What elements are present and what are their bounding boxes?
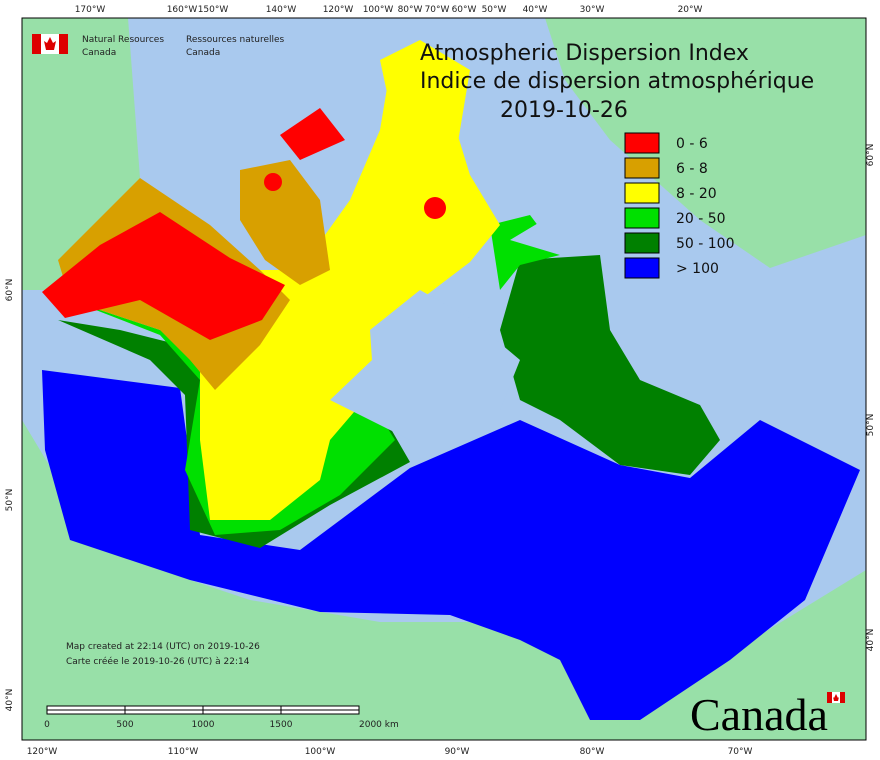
graticule-labels: 170°W 160°W 150°W 140°W 120°W 100°W 80°W 70°W 60… bbox=[5, 5, 876, 757]
legend-swatch bbox=[624, 157, 660, 179]
scale-label: 1000 bbox=[192, 720, 215, 730]
longitude-label: 50°W bbox=[482, 5, 507, 15]
longitude-label: 20°W bbox=[678, 5, 703, 15]
latitude-label: 40°N bbox=[5, 689, 15, 712]
agency-logo: Natural Resources Canada Ressources natu… bbox=[32, 34, 285, 58]
longitude-label: 80°W bbox=[398, 5, 423, 15]
wordmark-text: Canada bbox=[690, 689, 828, 740]
legend-swatch bbox=[624, 132, 660, 154]
agency-en: Canada bbox=[82, 48, 116, 58]
longitude-label: 90°W bbox=[445, 747, 470, 757]
longitude-label: 120°W bbox=[27, 747, 58, 757]
latitude-label: 50°N bbox=[866, 414, 876, 437]
legend-swatch bbox=[624, 207, 660, 229]
footer: Carte créée le 2019-10-26 (UTC) à 22:14 bbox=[66, 656, 250, 667]
legend-label: 0 - 6 bbox=[676, 136, 708, 152]
longitude-label: 70°W bbox=[728, 747, 753, 757]
agency-fr: Canada bbox=[186, 48, 220, 58]
longitude-label: 30°W bbox=[580, 5, 605, 15]
legend: 0 - 6 6 - 8 8 - 20 20 - 50 50 - 100 > 100 bbox=[624, 132, 735, 279]
legend-label: > 100 bbox=[676, 261, 719, 277]
wordmark: Canada bbox=[690, 689, 845, 740]
longitude-label: 70°W bbox=[425, 5, 450, 15]
longitude-label: 100°W bbox=[363, 5, 394, 15]
latitude-label: 60°N bbox=[866, 144, 876, 167]
longitude-label: 80°W bbox=[580, 747, 605, 757]
title-fr: Indice de dispersion atmosphérique bbox=[420, 69, 814, 94]
legend-label: 20 - 50 bbox=[676, 211, 726, 227]
scale-label: 500 bbox=[116, 720, 133, 730]
scale-label: 1500 bbox=[270, 720, 293, 730]
title-date: 2019-10-26 bbox=[500, 98, 628, 123]
longitude-label: 160°W bbox=[167, 5, 198, 15]
longitude-label: 150°W bbox=[198, 5, 229, 15]
legend-label: 6 - 8 bbox=[676, 161, 708, 177]
latitude-label: 60°N bbox=[5, 279, 15, 302]
longitude-label: 100°W bbox=[305, 747, 336, 757]
footer: Map created at 22:14 (UTC) on 2019-10-26 bbox=[66, 642, 260, 652]
longitude-label: 170°W bbox=[75, 5, 106, 15]
agency-en: Natural Resources bbox=[82, 35, 164, 45]
legend-label: 8 - 20 bbox=[676, 186, 717, 202]
longitude-label: 110°W bbox=[168, 747, 199, 757]
agency-fr: Ressources naturelles bbox=[186, 35, 285, 45]
longitude-label: 120°W bbox=[323, 5, 354, 15]
legend-label: 50 - 100 bbox=[676, 236, 735, 252]
legend-swatch bbox=[624, 182, 660, 204]
scale-label: 0 bbox=[44, 720, 50, 730]
legend-swatch bbox=[624, 257, 660, 279]
legend-swatch bbox=[624, 232, 660, 254]
scale-bar: 0 500 1000 1500 2000 km bbox=[44, 705, 399, 730]
title-en: Atmospheric Dispersion Index bbox=[420, 41, 749, 66]
longitude-label: 140°W bbox=[266, 5, 297, 15]
longitude-label: 40°W bbox=[523, 5, 548, 15]
latitude-label: 50°N bbox=[5, 489, 15, 512]
map-frame bbox=[21, 17, 867, 741]
latitude-label: 40°N bbox=[866, 629, 876, 652]
scale-label: 2000 km bbox=[359, 720, 399, 730]
longitude-label: 60°W bbox=[452, 5, 477, 15]
